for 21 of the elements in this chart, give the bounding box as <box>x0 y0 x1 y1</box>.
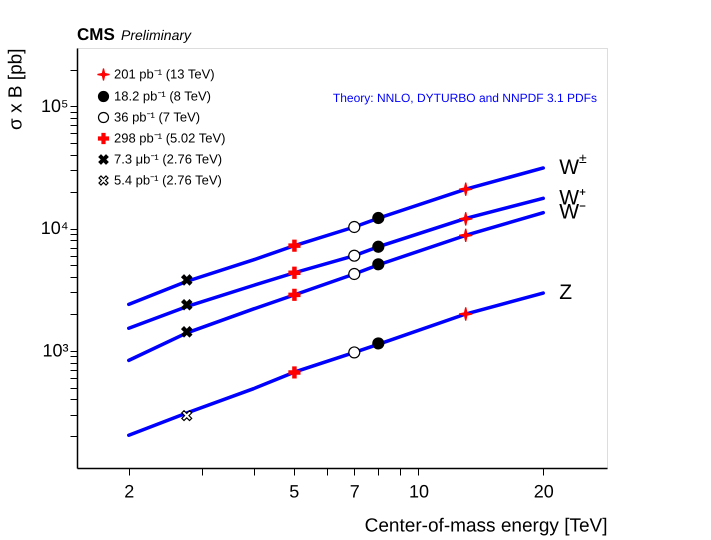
chart-subtitle: Preliminary <box>121 27 192 43</box>
series-label: Z <box>559 281 572 304</box>
legend-label: 201 pb⁻¹ (13 TeV) <box>114 66 215 82</box>
y-axis-title: σ x B [pb] <box>6 48 26 130</box>
chart-title: CMS <box>77 25 115 44</box>
x-tick-label: 20 <box>534 482 554 502</box>
x-tick-label: 2 <box>124 482 134 502</box>
y-tick-label: 10⁵ <box>41 96 68 116</box>
y-tick-label: 10³ <box>42 340 69 360</box>
legend-label: 18.2 pb⁻¹ (8 TeV) <box>114 88 211 104</box>
x-axis-title: Center-of-mass energy [TeV] <box>364 516 608 536</box>
x-tick-label: 7 <box>350 482 360 502</box>
legend-label: 36 pb⁻¹ (7 TeV) <box>114 110 200 124</box>
series-label: W± <box>559 150 587 179</box>
x-tick-label: 5 <box>289 482 300 502</box>
y-tick-label: 10⁴ <box>40 218 68 238</box>
annotation: Theory: NNLO, DYTURBO and NNPDF 3.1 PDFs <box>332 91 597 105</box>
x-tick-label: 10 <box>408 482 429 502</box>
legend-label: 298 pb⁻¹ (5.02 TeV) <box>114 130 226 146</box>
legend-label: 7.3 μb⁻¹ (2.76 TeV) <box>114 152 222 166</box>
legend-label: 5.4 pb⁻¹ (2.76 TeV) <box>114 172 222 188</box>
